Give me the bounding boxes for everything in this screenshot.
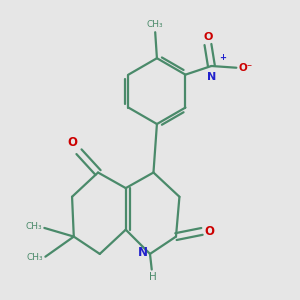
Text: +: +: [219, 53, 226, 62]
Text: O: O: [205, 225, 215, 238]
Text: CH₃: CH₃: [147, 20, 164, 29]
Text: O: O: [203, 32, 213, 42]
Text: H: H: [148, 272, 156, 282]
Text: N: N: [208, 71, 217, 82]
Text: CH₃: CH₃: [26, 222, 42, 231]
Text: O⁻: O⁻: [238, 63, 253, 73]
Text: N: N: [138, 246, 148, 259]
Text: CH₃: CH₃: [27, 253, 43, 262]
Text: O: O: [67, 136, 77, 149]
